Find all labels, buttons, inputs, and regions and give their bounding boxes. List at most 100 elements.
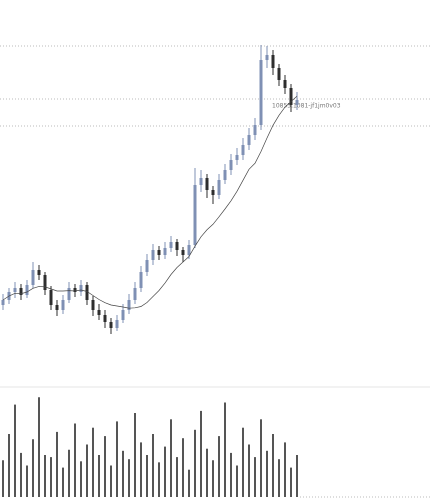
candle-body xyxy=(73,288,77,292)
volume-bar xyxy=(170,419,172,497)
volume-bar xyxy=(164,446,166,497)
candle-body xyxy=(1,300,5,305)
candle-body xyxy=(97,310,101,315)
candle-body xyxy=(67,288,71,300)
volume-bar xyxy=(104,436,106,497)
candle-body xyxy=(187,245,191,255)
candle-body xyxy=(271,55,275,68)
volume-bar xyxy=(284,442,286,497)
candle-body xyxy=(133,288,137,300)
volume-bar xyxy=(182,438,184,497)
candle-body xyxy=(13,288,17,292)
volume-bar xyxy=(8,434,10,497)
candle-body xyxy=(121,310,125,320)
candle-body xyxy=(289,88,293,105)
volume-bar xyxy=(50,457,52,497)
candle-body xyxy=(43,275,47,290)
candle-body xyxy=(79,285,83,292)
volume-bar xyxy=(14,404,16,497)
candle-body xyxy=(283,80,287,88)
candle-body xyxy=(109,322,113,328)
volume-bar xyxy=(230,452,232,497)
volume-bar xyxy=(296,455,298,497)
candle-body xyxy=(199,178,203,185)
volume-bar xyxy=(152,434,154,497)
candle-body xyxy=(265,55,269,60)
candle-body xyxy=(61,300,65,310)
candle-body xyxy=(229,160,233,170)
volume-bar xyxy=(260,419,262,497)
volume-bar xyxy=(134,413,136,497)
volume-bar xyxy=(56,431,58,497)
volume-bar xyxy=(146,455,148,497)
volume-bar xyxy=(32,439,34,497)
candle-body xyxy=(37,270,41,275)
volume-bar xyxy=(278,459,280,497)
candle-body xyxy=(205,178,209,190)
candle-body xyxy=(25,285,29,295)
candle-body xyxy=(223,170,227,180)
candle-body xyxy=(181,250,185,255)
candle-body xyxy=(169,242,173,248)
candle-body xyxy=(175,242,179,250)
candle-body xyxy=(145,260,149,272)
candle-body xyxy=(91,300,95,310)
volume-bar xyxy=(212,460,214,497)
candle-body xyxy=(157,250,161,255)
volume-bar xyxy=(20,452,22,497)
volume-bar xyxy=(200,410,202,497)
volume-bar xyxy=(236,465,238,497)
candle-body xyxy=(127,300,131,310)
candle-body xyxy=(217,180,221,195)
volume-bar xyxy=(266,450,268,497)
volume-bar xyxy=(176,457,178,497)
volume-bar xyxy=(272,434,274,497)
candle-body xyxy=(85,285,89,300)
volume-bar xyxy=(194,429,196,497)
volume-bar xyxy=(38,397,40,497)
volume-bar xyxy=(122,450,124,497)
moving-average xyxy=(2,95,298,309)
volume-bar xyxy=(206,448,208,497)
candle-body xyxy=(253,125,257,135)
volume-bar xyxy=(224,402,226,497)
candle-body xyxy=(139,272,143,288)
volume-bar xyxy=(92,427,94,497)
candle-body xyxy=(295,100,299,105)
volume-bar xyxy=(248,444,250,497)
volume-bar xyxy=(218,436,220,497)
volume-bar xyxy=(2,460,4,497)
candle-body xyxy=(235,155,239,160)
volume-bar xyxy=(80,461,82,497)
price-label: 10855.1081-jf1jm0v03 xyxy=(272,103,341,110)
volume-bar xyxy=(116,421,118,497)
volume-bar xyxy=(86,444,88,497)
candle-body xyxy=(19,288,23,295)
volume-bar xyxy=(110,465,112,497)
candle-body xyxy=(151,250,155,260)
candle-body xyxy=(241,145,245,155)
volume-bar xyxy=(98,455,100,497)
candle-body xyxy=(49,290,53,305)
volume-bar xyxy=(74,423,76,497)
volume-bar xyxy=(140,442,142,497)
candle-body xyxy=(31,270,35,285)
candle-body xyxy=(277,68,281,80)
volume-bar xyxy=(44,455,46,497)
candle-body xyxy=(193,185,197,245)
volume-bar xyxy=(68,449,70,497)
volume-bar xyxy=(242,427,244,497)
volume-bar xyxy=(290,467,292,497)
volume-bar xyxy=(128,459,130,497)
volume-bar xyxy=(26,465,28,497)
candle-body xyxy=(163,248,167,255)
volume-bar xyxy=(254,457,256,497)
candle-body xyxy=(211,190,215,195)
candle-body xyxy=(115,320,119,328)
volume-bar xyxy=(62,467,64,497)
volume-bar xyxy=(188,469,190,497)
volume-bar xyxy=(158,462,160,497)
candle-body xyxy=(247,135,251,145)
